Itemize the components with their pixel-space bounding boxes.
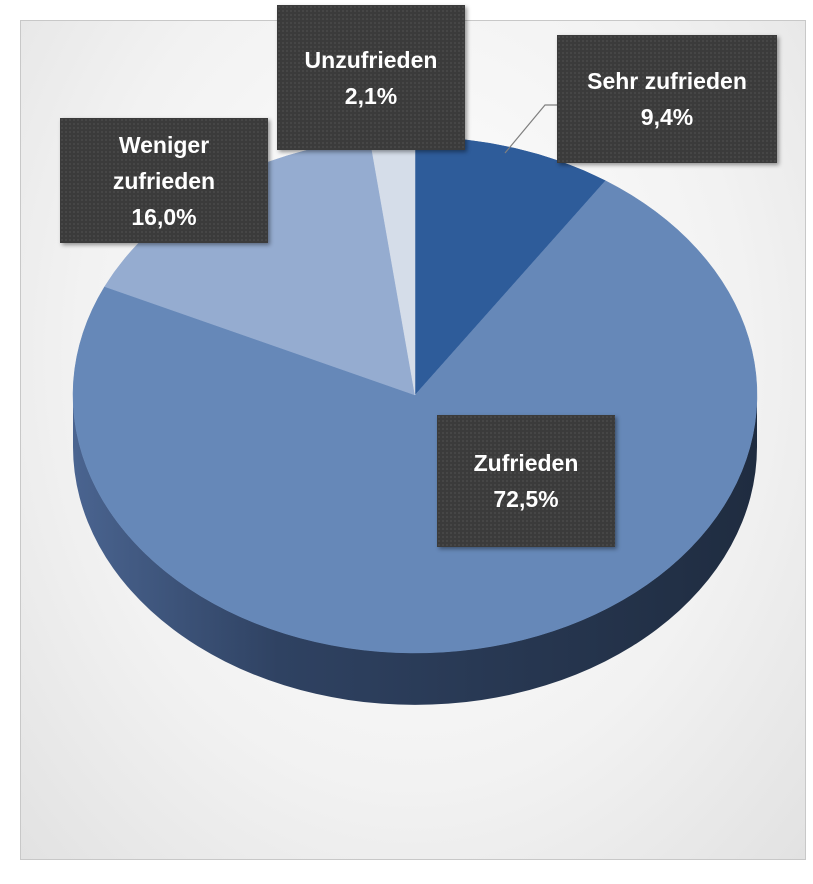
value-label: 72,5%	[493, 486, 559, 512]
value-label: 2,1%	[344, 82, 398, 109]
category-label: Weniger zufrieden	[112, 131, 216, 194]
category-label: Sehr zufrieden	[587, 68, 747, 94]
category-label: Zufrieden	[473, 450, 579, 476]
data-label: Unzufrieden 2,1%	[277, 5, 465, 150]
pie-side	[73, 395, 757, 705]
data-label: Zufrieden 72,5%	[437, 415, 615, 547]
value-label: 9,4%	[640, 104, 694, 130]
data-label: Weniger zufrieden 16,0%	[60, 118, 268, 243]
value-label: 16,0%	[131, 203, 197, 230]
data-label: Sehr zufrieden 9,4%	[557, 35, 777, 163]
leader-line	[504, 104, 557, 154]
category-label: Unzufrieden	[304, 46, 438, 73]
